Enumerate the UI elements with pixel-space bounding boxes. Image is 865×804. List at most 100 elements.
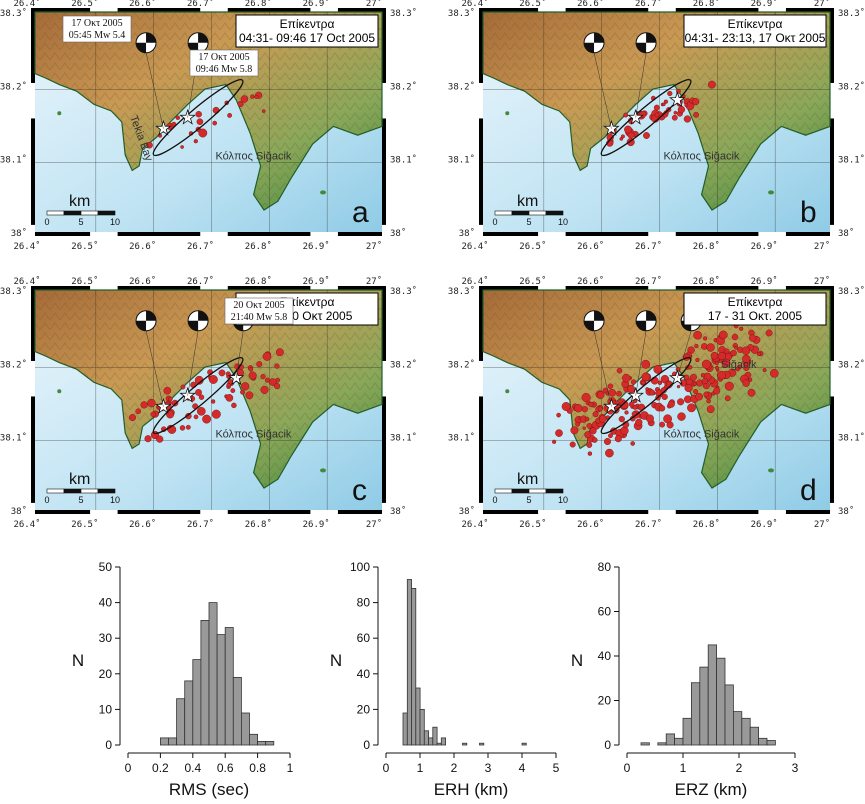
leader-line [236, 330, 244, 379]
lat-tick-label: 38.1˚ [448, 433, 475, 444]
epicenter [614, 435, 622, 443]
terrain-relief [483, 12, 830, 210]
x-axis-label: RMS (sec) [169, 780, 249, 799]
epicenter [667, 400, 675, 408]
scalebar-segment [494, 210, 513, 216]
focal-mechanism-quadrant [188, 320, 199, 331]
lon-tick-label: 26.6˚ [129, 241, 156, 252]
epicenter [706, 343, 715, 352]
epicenter [659, 421, 665, 428]
gulf-label: Κόλπος Siğacik [215, 150, 291, 162]
epicenter [701, 359, 711, 369]
lon-tick-label: 26.5˚ [71, 0, 98, 9]
rupture-ellipse [600, 357, 692, 435]
epicenter [731, 333, 739, 341]
epicenter [706, 398, 711, 404]
epicenter [687, 403, 696, 413]
x-tick-label: 0.6 [217, 761, 234, 775]
epicenter [702, 336, 708, 341]
focal-mechanism-quadrant [198, 310, 209, 321]
epicenter [724, 381, 734, 391]
x-tick-label: 1 [680, 761, 687, 775]
epicenter [724, 395, 731, 402]
histogram-bar [423, 730, 429, 746]
epicenter-title: Επίκεντρα [728, 295, 783, 309]
epicenter [240, 95, 249, 103]
lat-tick-label: 38.2˚ [390, 81, 417, 92]
epicenter [658, 405, 666, 412]
scalebar-segment [80, 210, 99, 216]
lon-tick-label: 26.7˚ [187, 276, 214, 287]
histogram-bar [707, 644, 718, 746]
island [57, 111, 62, 116]
island [768, 190, 775, 195]
lon-tick-label: 26.6˚ [129, 519, 156, 530]
epicenter [663, 99, 668, 104]
lat-tick-label: 38.1˚ [390, 155, 417, 166]
epicenter [198, 394, 205, 400]
epicenter [701, 377, 709, 385]
lon-tick-label: 26.6˚ [129, 0, 156, 9]
lat-tick-label: 38˚ [11, 506, 27, 517]
x-tick-label: 1 [417, 761, 424, 775]
island [505, 389, 510, 394]
epicenter [723, 348, 730, 355]
epicenter [587, 451, 593, 456]
epicenter [575, 421, 580, 427]
event-date: 17 Οκτ 2005 [71, 18, 122, 29]
scalebar-unit: km [517, 193, 538, 210]
epicenter [262, 352, 272, 361]
lon-tick-label: 26.7˚ [187, 519, 214, 530]
epicenter [227, 113, 233, 118]
frame-segment [648, 286, 676, 290]
lon-tick-label: 26.9˚ [751, 0, 778, 9]
epicenter [643, 132, 650, 139]
terrain-relief [35, 12, 382, 210]
y-tick-label: 50 [99, 560, 113, 574]
epicenter [661, 393, 668, 401]
histogram-bar [766, 740, 776, 746]
frame-segment [200, 510, 228, 514]
epicenter [762, 368, 767, 373]
scalebar-tick: 10 [110, 217, 120, 227]
scalebar-tick: 5 [526, 217, 531, 227]
epicenter [240, 389, 245, 395]
frame-segment [382, 502, 386, 539]
scalebar-tick: 0 [492, 495, 497, 505]
epicenter [721, 358, 731, 368]
lon-tick-label: 27˚ [814, 0, 830, 9]
epicenter [581, 393, 591, 403]
y-tick-label: 100 [350, 560, 370, 574]
frame-segment [90, 286, 118, 290]
gulf-label: Κόλπος Siğacik [663, 428, 739, 440]
epicenter [210, 399, 216, 404]
x-tick-label: 0.8 [249, 761, 266, 775]
gulf-label: Κόλπος Siğacik [663, 150, 739, 162]
epicenter [582, 426, 586, 430]
scalebar-segment [545, 210, 564, 216]
epicenter [624, 410, 629, 415]
epicenter [623, 112, 629, 118]
histogram-bar [657, 742, 667, 746]
epicenter [167, 396, 173, 402]
epicenter [202, 414, 212, 424]
histogram-bar [415, 687, 421, 746]
frame-segment [830, 224, 834, 261]
lat-tick-label: 38.3˚ [390, 8, 417, 19]
y-tick-label: 10 [99, 702, 113, 716]
epicenter [264, 377, 270, 383]
scalebar-tick: 10 [110, 495, 120, 505]
epicenter [734, 345, 738, 350]
epicenter [671, 114, 678, 121]
epicenter [700, 373, 705, 378]
y-axis-label: N [330, 651, 342, 670]
histogram-2: 0 20 40 60 80 0 1 2 3 N ERZ (km) [571, 560, 799, 799]
scalebar-segment [494, 488, 513, 494]
histogram-bar [176, 698, 186, 746]
x-tick-label: 4 [519, 761, 526, 775]
epicenter [212, 120, 217, 126]
histogram-bar [440, 737, 446, 746]
event-date: 17 Οκτ 2005 [198, 52, 249, 63]
lat-tick-label: 38.3˚ [0, 286, 27, 297]
